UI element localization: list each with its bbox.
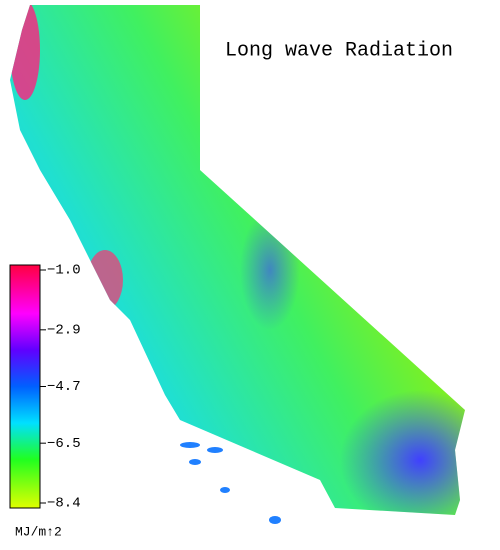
colorbar — [9, 264, 41, 509]
tick-label: −1.0 — [47, 263, 81, 279]
map-title: Long wave Radiation — [225, 39, 453, 62]
islands — [180, 442, 281, 524]
colorbar-ticks: −1.0 −2.9 −4.7 −6.5 −8.4 — [40, 263, 81, 512]
tick-label: −8.4 — [47, 496, 81, 512]
tick-label: −6.5 — [47, 436, 81, 452]
colorbar-unit: MJ/m↑2 — [15, 524, 62, 539]
tick-label: −4.7 — [47, 379, 81, 395]
tick-label: −2.9 — [47, 323, 81, 339]
